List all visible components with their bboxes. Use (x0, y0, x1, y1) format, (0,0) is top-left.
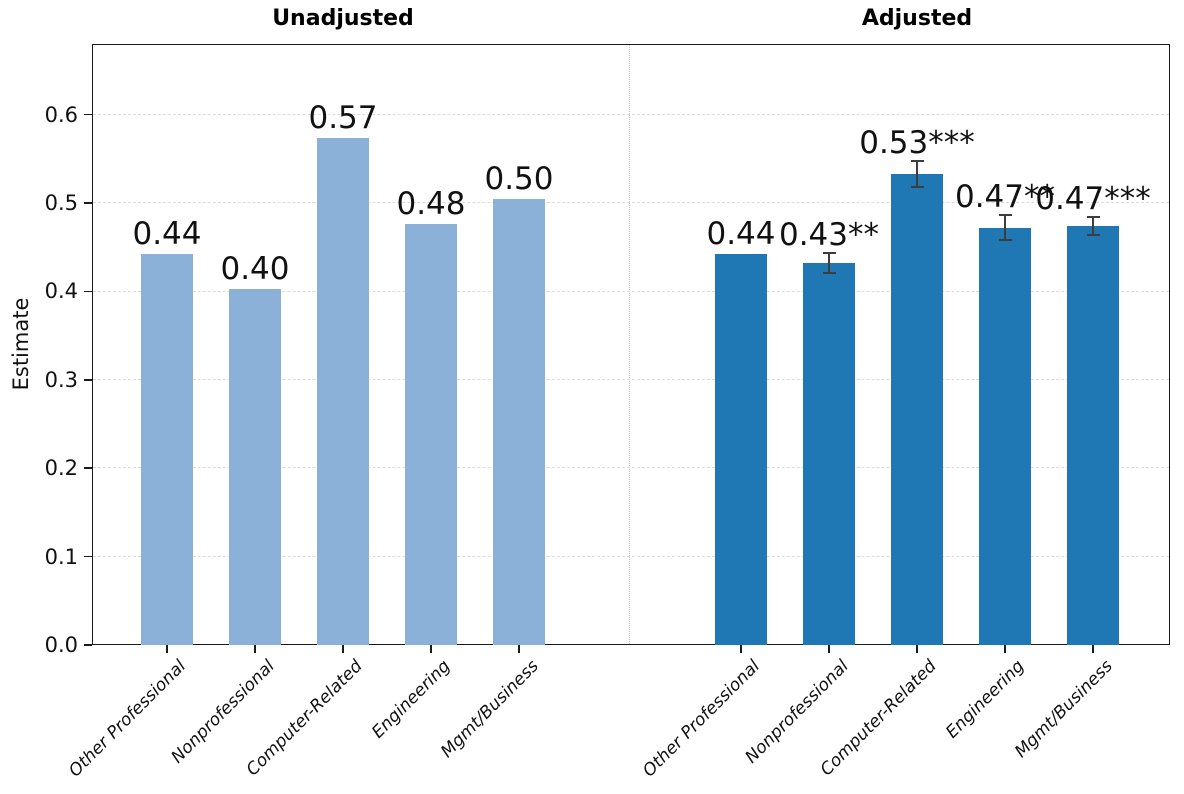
error-bar-cap-bottom (998, 239, 1012, 242)
x-tick-mark (518, 645, 520, 653)
y-tick-label: 0.0 (44, 633, 78, 657)
y-tick-mark (84, 379, 92, 381)
y-tick-mark (84, 290, 92, 293)
error-bar (1092, 217, 1094, 235)
y-tick-label: 0.5 (44, 191, 78, 215)
bar-value-label: 0.47*** (1035, 181, 1151, 218)
y-tick-label: 0.6 (44, 102, 78, 127)
panel-title-adjusted: Adjusted (861, 6, 973, 31)
gridline (93, 202, 1169, 204)
x-tick-mark (1004, 645, 1006, 653)
y-tick-mark (84, 113, 92, 116)
y-tick-mark (84, 202, 92, 204)
bar (979, 227, 1031, 645)
bar (141, 254, 193, 645)
x-category-label: Engineering (368, 656, 455, 743)
bar-value-label: 0.47** (954, 179, 1056, 216)
bar (493, 199, 545, 645)
x-tick-mark (430, 645, 432, 653)
y-tick-label: 0.3 (44, 367, 78, 392)
x-category-label: Mgmt/Business (436, 656, 543, 762)
panel-divider (629, 45, 630, 644)
x-tick-mark (740, 645, 742, 653)
bar (803, 263, 855, 645)
bar-value-label: 0.44 (706, 216, 776, 253)
bar-value-label: 0.57 (308, 100, 378, 137)
y-tick-label: 0.2 (44, 456, 78, 481)
error-bar (916, 160, 918, 188)
x-tick-mark (166, 645, 168, 653)
gridline (93, 379, 1169, 380)
error-bar (1004, 215, 1006, 241)
y-tick-label: 0.1 (44, 544, 78, 569)
x-tick-mark (916, 645, 918, 653)
bar (715, 254, 767, 645)
error-bar-cap-top (910, 159, 924, 162)
x-tick-mark (342, 645, 344, 653)
error-bar (828, 253, 830, 273)
bar (229, 288, 281, 645)
x-tick-mark (254, 645, 256, 653)
x-category-label: Other Professional (639, 656, 765, 782)
x-tick-mark (1092, 645, 1094, 653)
y-tick-mark (84, 467, 92, 469)
bar (317, 138, 369, 645)
bar-value-label: 0.48 (396, 186, 466, 223)
bar-value-label: 0.40 (220, 250, 290, 287)
panel-title-unadjusted: Unadjusted (272, 6, 414, 31)
x-category-label: Engineering (942, 656, 1029, 743)
gridline (93, 555, 1169, 557)
x-category-label: Other Professional (65, 656, 191, 782)
bar (405, 224, 457, 645)
error-bar-cap-top (822, 252, 836, 255)
gridline (93, 113, 1169, 115)
bar (1067, 225, 1119, 645)
bar-value-label: 0.43** (778, 217, 880, 254)
bar-value-label: 0.50 (484, 161, 554, 198)
error-bar-cap-bottom (1086, 233, 1100, 236)
y-tick-mark (84, 555, 92, 558)
error-bar-cap-bottom (910, 186, 924, 189)
gridline (93, 290, 1169, 292)
gridline (93, 467, 1169, 469)
x-tick-mark (828, 645, 830, 653)
x-category-label: Mgmt/Business (1010, 656, 1117, 762)
error-bar-cap-bottom (822, 271, 836, 274)
error-bar-cap-top (1086, 216, 1100, 219)
bar-value-label: 0.44 (132, 216, 202, 253)
y-tick-mark (84, 644, 92, 646)
error-bar-cap-top (998, 214, 1012, 217)
bar-value-label: 0.53*** (859, 124, 975, 161)
y-tick-label: 0.4 (44, 279, 78, 304)
bar (891, 173, 943, 645)
plot-area-border (92, 44, 1170, 645)
